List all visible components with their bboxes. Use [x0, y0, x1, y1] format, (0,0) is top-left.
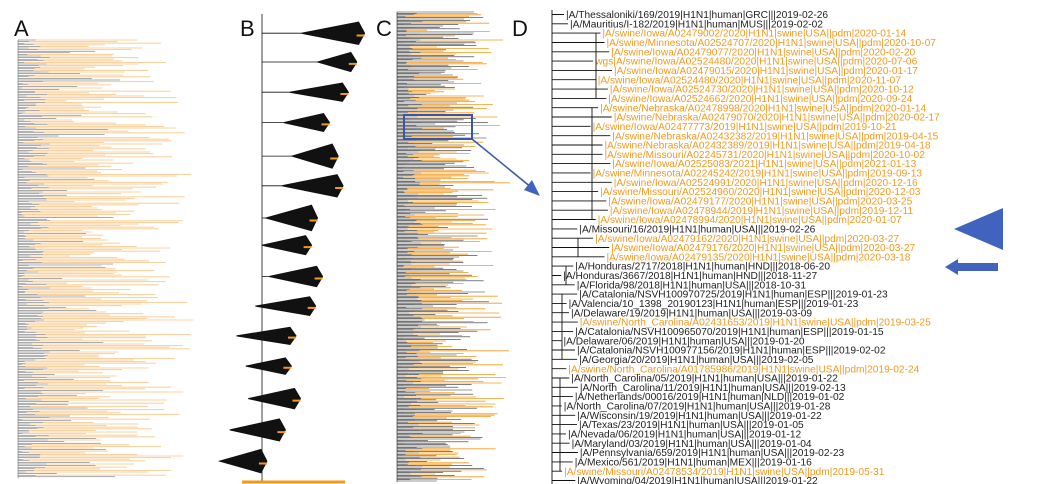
leaf-label: |A/swine/Iowa/A02479135/2020|H1N1|swine|… — [607, 252, 911, 263]
leaf-label: |A/Catalonia/NSVH100977156/2019|H1N1|hum… — [577, 346, 886, 357]
leaf-label: |A/Texas/23/2019|H1N1|human|USA|||2019-0… — [579, 420, 804, 431]
human-leaves — [403, 11, 489, 482]
left-arrow-marker — [945, 259, 998, 275]
leaf-label: |A/swine/Iowa/A02524480/2020|H1N1|swine|… — [598, 75, 902, 86]
leaf-label: |A/Catalonia/NSVH100965070/2019|H1N1|hum… — [575, 327, 884, 338]
highlight-markers — [945, 208, 1003, 275]
leaf-label: |A/swine/Iowa/A02479002/2020|H1N1|swine|… — [602, 29, 906, 40]
panel-a-phylogenetic-tree — [17, 39, 194, 478]
leaf-label: |A/Nevada/06/2019|H1N1|human|USA|||2019-… — [568, 430, 802, 441]
leaf-label: |A/Catalonia/NSVH100970725/2019|H1N1|hum… — [579, 290, 888, 301]
leaf-label: |A/swine/Nebraska/A02432389/2019|H1N1|sw… — [605, 141, 931, 152]
zoom-line — [471, 138, 533, 189]
triangle-marker — [954, 208, 1003, 250]
leaf-label: |A/swine/North_Carolina/A01785986/2019|H… — [568, 364, 919, 375]
leaf-label: |A/swine/Iowa/A02525083/2021|H1N1|swine|… — [612, 159, 916, 170]
leaf-label: |A/swine/Missouri/A02524960/2020|H1N1|sw… — [600, 187, 921, 198]
leaf-label: |A/Delaware/19/2019|H1N1|human|USA|||201… — [571, 308, 812, 319]
leaf-label: |A/swine/Iowa/A02477773/2019|H1N1|swine|… — [593, 122, 897, 133]
leaf-label: |A/swine/Missouri/A02478534/2019|H1N1|sw… — [564, 467, 885, 478]
leaf-label: |A/swine/Nebraska/A02478998/2020|H1N1|sw… — [600, 103, 926, 114]
leaf-label: |A/swine/Iowa/A02524991/2020|H1N1|swine|… — [614, 178, 918, 189]
leaf-label: |A/swine/Minnesota/A02245242/2019|H1N1|s… — [593, 169, 923, 180]
leaf-label: |A/North_Carolina/07/2019|H1N1|human|USA… — [564, 402, 831, 413]
swine-marks — [258, 34, 365, 465]
leaf-label: |A/swine/Iowa/A02479177/2020|H1N1|swine|… — [608, 197, 912, 208]
leaf-label: |A/Maryland/03/2019|H1N1|human|USA|||201… — [572, 439, 812, 450]
panel-b-collapsed-tree — [217, 14, 366, 484]
leaf-label: |A/swine/Nebraska/A02432382/2019|H1N1|sw… — [612, 131, 938, 142]
leaf-label: |A/Wyoming/04/2019|H1N1|human|USA|||2019… — [577, 476, 818, 484]
leaf-label: |A/North_Carolina/05/2019|H1N1|human|USA… — [571, 374, 838, 385]
leaf-label: |A/Wisconsin/19/2019|H1N1|human|USA|||20… — [577, 411, 822, 422]
leaf-label: |A/Missouri/16/2019|H1N1|human|USA|||201… — [579, 225, 815, 236]
subtree-branches — [551, 10, 612, 484]
leaf-label: |A/Honduras/2717/2018|H1N1|human|HND|||2… — [575, 262, 830, 273]
panel-label-d: D — [512, 16, 528, 41]
leaf-label: |A/swine/Iowa/A02479176/2020|H1N1|swine|… — [611, 243, 915, 254]
leaf-label: |A/Georgia/20/2019|H1N1|human|USA|||2019… — [579, 355, 814, 366]
leaf-label: |A/North_Carolina/11/2019|H1N1|human|USA… — [580, 383, 846, 394]
leaf-label: |A/swine/Iowa/A02479015/2020|H1N1|swine|… — [614, 66, 918, 77]
leaf-label: |A/swine/Iowa/A02478944/2019|H1N1|swine|… — [610, 206, 914, 217]
swine-leaves — [403, 13, 510, 480]
leaf-label: |A/Delaware/06/2019|H1N1|human|USA|||201… — [564, 336, 805, 347]
leaf-label: |A/Netherlands/00016/2019|H1N1|human|NLD… — [575, 392, 845, 403]
leaf-label: |A/swine/Missouri/A02245731/2020|H1N1|sw… — [605, 150, 926, 161]
zoom-arrowhead — [524, 180, 540, 196]
leaf-label: |A/swine/Iowa/A02478994/2020|H1N1|swine|… — [598, 215, 902, 226]
panel-label-a: A — [14, 16, 29, 41]
leaf-label: |A/Thessaloniki/169/2019|H1N1|human|GRC|… — [566, 10, 828, 21]
leaf-label: |A/Honduras/3667/2018|H1N1|human|HND|||2… — [563, 271, 817, 282]
panel-c-annotated-tree — [396, 11, 510, 482]
panel-label-b: B — [240, 16, 255, 41]
leaf-label: |A/swine/Nebraska/A02479070/2020|H1N1|sw… — [614, 113, 940, 124]
collapsed-clades — [217, 21, 366, 474]
leaf-label: |A/Pennsylvania/659/2019|H1N1|human|USA|… — [580, 448, 845, 459]
panel-d-subtree: |A/Thessaloniki/169/2019|H1N1|human|GRC|… — [551, 10, 940, 484]
leaf-label: |A/swine/Iowa/A02524662/2020|H1N1|swine|… — [608, 94, 912, 105]
leaf-label: |A/swine/Iowa/A02479162/2020|H1N1|swine|… — [595, 234, 899, 245]
leaf-label: |A/swine/North_Carolina/A02431653/2019|H… — [580, 318, 931, 329]
leaf-label: |A/Mexico/561/2019|H1N1|human|MEX|||2019… — [575, 458, 812, 469]
tree-branches — [17, 39, 121, 478]
panel-label-c: C — [376, 16, 392, 41]
leaf-label: |A/Florida/98/2018|H1N1|human|USA|||2018… — [577, 280, 807, 291]
leaf-label: |A/swine/Minnesota/A02524707/2020|H1N1|s… — [607, 38, 937, 49]
zoom-callout — [403, 114, 540, 196]
leaf-label: |A/Valencia/10_1398_20190123|H1N1|human|… — [569, 299, 859, 310]
leaf-label: wgs|A/swine/Iowa/A02524480/2020|H1N1|swi… — [594, 57, 917, 68]
leaf-label: |A/swine/Iowa/A02479077/2020|H1N1|swine|… — [611, 47, 915, 58]
leaf-label: |A/Mauritius/I-182/2019|H1N1|human|MUS||… — [570, 19, 823, 30]
swine-leaves — [22, 39, 194, 476]
leaf-label: |A/swine/Iowa/A02524730/2020|H1N1|swine|… — [610, 85, 914, 96]
zoom-box — [403, 114, 473, 140]
